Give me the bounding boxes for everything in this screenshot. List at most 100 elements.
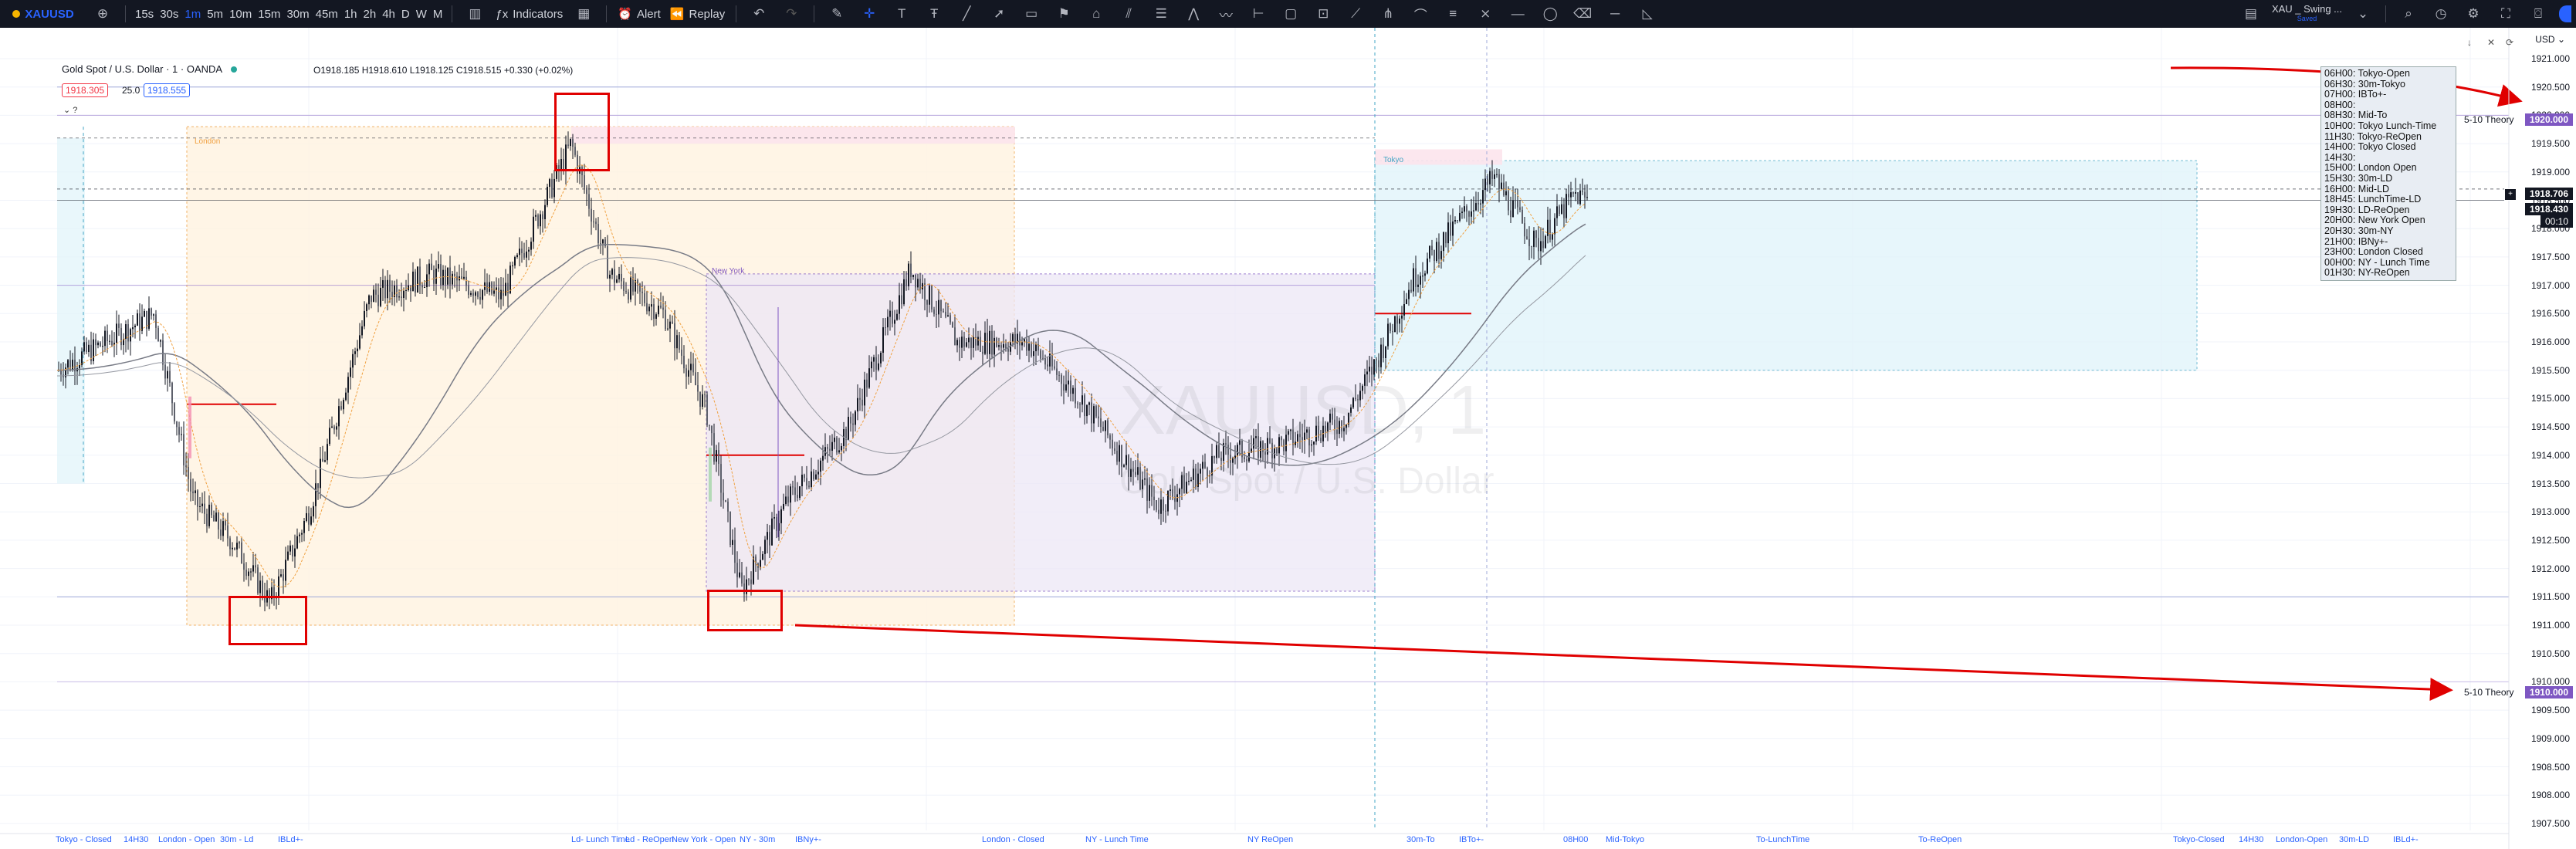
ohlc-values: O1918.185 H1918.610 L1918.125 C1918.515 … [313, 65, 574, 76]
candle-body [1123, 465, 1125, 467]
chart-canvas[interactable] [0, 28, 2576, 849]
candle-body [1130, 468, 1132, 477]
horizontal-ray-icon[interactable]: — [1511, 6, 1525, 21]
chart-type-icon[interactable]: ▥ [469, 6, 482, 21]
clock-icon[interactable]: ◷ [2435, 6, 2447, 21]
candle-body [1508, 191, 1509, 211]
interval-15m[interactable]: 15m [258, 7, 281, 21]
rectangle-icon[interactable]: ▢ [1285, 6, 1298, 21]
fullscreen-icon[interactable]: ⛶ [2501, 6, 2510, 21]
candle-body [1098, 416, 1099, 419]
legend-row: 15H00: London Open [2324, 162, 2417, 174]
candle-body [188, 466, 189, 479]
candle-body [1427, 258, 1428, 274]
candle-body [463, 276, 465, 279]
collapse-indicators-icon[interactable]: ⌄ ? [63, 106, 78, 115]
arrow-tool-icon[interactable]: ➚ [994, 6, 1005, 21]
price-label-icon[interactable]: ⌂ [1092, 6, 1101, 21]
eraser-icon[interactable]: ⌫ [1573, 6, 1593, 21]
text-tool-icon[interactable]: T [898, 6, 906, 21]
candle-body [822, 455, 824, 461]
interval-4h[interactable]: 4h [382, 7, 395, 21]
candle-body [1207, 468, 1208, 476]
flag-icon[interactable]: ⚑ [1058, 6, 1070, 21]
horizontal-lines-icon[interactable]: ≡ [1449, 6, 1457, 21]
pitchfork-icon[interactable]: ⋔ [1383, 6, 1394, 21]
add-symbol-icon[interactable]: ⊕ [96, 6, 109, 21]
candle-body [296, 536, 298, 549]
interval-1h[interactable]: 1h [344, 7, 357, 21]
callout-icon[interactable]: ▭ [1025, 6, 1038, 21]
candle-body [783, 503, 784, 509]
layout-selector[interactable]: XAU _ Swing ... Saved [2267, 0, 2347, 28]
interval-15s[interactable]: 15s [135, 7, 154, 21]
chevron-down-icon[interactable]: ⌄ [2357, 6, 2369, 21]
candle-body [1350, 407, 1352, 413]
camera-icon[interactable]: ⌼ [2534, 6, 2543, 21]
indicators-label: Indicators [513, 7, 564, 21]
parallel-channel-icon[interactable]: ⫽ [1126, 6, 1132, 21]
interval-M[interactable]: M [432, 7, 443, 21]
publish-button[interactable] [2554, 0, 2576, 28]
interval-2h[interactable]: 2h [363, 7, 377, 21]
pattern-icon[interactable]: ⋀ [1188, 6, 1200, 21]
price-scale-icon[interactable]: + [2504, 188, 2517, 201]
curve-icon[interactable]: ⌒ [1413, 8, 1427, 23]
alert-button[interactable]: ⏰ Alert [613, 0, 665, 28]
candle-body [280, 574, 282, 577]
candle-body [889, 310, 891, 317]
interval-30m[interactable]: 30m [286, 7, 310, 21]
brush-icon[interactable]: ✎ [831, 6, 843, 21]
scroll-down-icon[interactable]: ↓ [2467, 37, 2472, 48]
tokyo-high-zone [1375, 149, 1502, 165]
sell-button[interactable]: 1918.305 [62, 83, 109, 97]
interval-10m[interactable]: 10m [229, 7, 252, 21]
chart-area[interactable]: Gold Spot / U.S. Dollar · 1 · OANDA O191… [0, 28, 2576, 849]
settings-icon[interactable]: ⚙ [2467, 6, 2480, 21]
date-range-icon[interactable]: ⊢ [1252, 6, 1264, 21]
candle-body [352, 353, 354, 368]
restore-pane-icon[interactable]: ⟳ [2506, 37, 2514, 48]
candle-body [255, 565, 256, 568]
templates-icon[interactable]: ▦ [577, 6, 591, 21]
candle-body [887, 316, 889, 328]
symbol-search[interactable]: XAUUSD [0, 0, 86, 28]
high-zone [571, 127, 1015, 144]
indicators-button[interactable]: ƒx Indicators [491, 0, 567, 28]
close-pane-icon[interactable]: ✕ [2487, 37, 2496, 48]
candle-body [699, 391, 701, 407]
candle-body [1318, 425, 1319, 438]
long-position-icon[interactable]: ⊡ [1318, 6, 1329, 21]
interval-30s[interactable]: 30s [160, 7, 179, 21]
circle-icon[interactable]: ◯ [1542, 6, 1558, 21]
cross-line-icon[interactable]: ⨯ [1480, 6, 1491, 21]
text-note-icon[interactable]: Ŧ [930, 6, 939, 21]
fib-icon[interactable]: ☰ [1155, 6, 1167, 21]
undo-icon[interactable]: ↶ [753, 6, 765, 21]
candle-body [206, 513, 208, 526]
currency-selector[interactable]: USD ⌄ [2535, 34, 2565, 45]
interval-45m[interactable]: 45m [315, 7, 338, 21]
replay-button[interactable]: ⏪ Replay [665, 0, 729, 28]
candle-body [67, 360, 69, 368]
low-marker-box-newyork [707, 590, 783, 631]
line-icon[interactable]: ─ [1610, 6, 1620, 21]
interval-D[interactable]: D [401, 7, 410, 21]
layouts-icon[interactable]: ▤ [2244, 6, 2257, 21]
toolbar-divider [125, 5, 126, 22]
buy-button[interactable]: 1918.555 [144, 83, 191, 97]
trend-line-icon[interactable]: ╱ [963, 6, 971, 21]
path-icon[interactable]: 〰 [1219, 8, 1233, 23]
crosshair-icon[interactable]: ✛ [864, 6, 875, 21]
measure-icon[interactable]: ⟋ [1351, 6, 1361, 21]
interval-W[interactable]: W [415, 7, 427, 21]
interval-1m[interactable]: 1m [184, 7, 201, 21]
candle-body [329, 428, 330, 445]
interval-5m[interactable]: 5m [207, 7, 224, 21]
price-tick: 1919.500 [2530, 138, 2570, 150]
search-icon[interactable]: ⌕ [2405, 6, 2412, 21]
candle-body [936, 313, 937, 315]
candle-body [442, 269, 444, 286]
ruler-icon[interactable]: ◺ [1642, 6, 1653, 21]
redo-icon[interactable]: ↷ [786, 6, 797, 21]
